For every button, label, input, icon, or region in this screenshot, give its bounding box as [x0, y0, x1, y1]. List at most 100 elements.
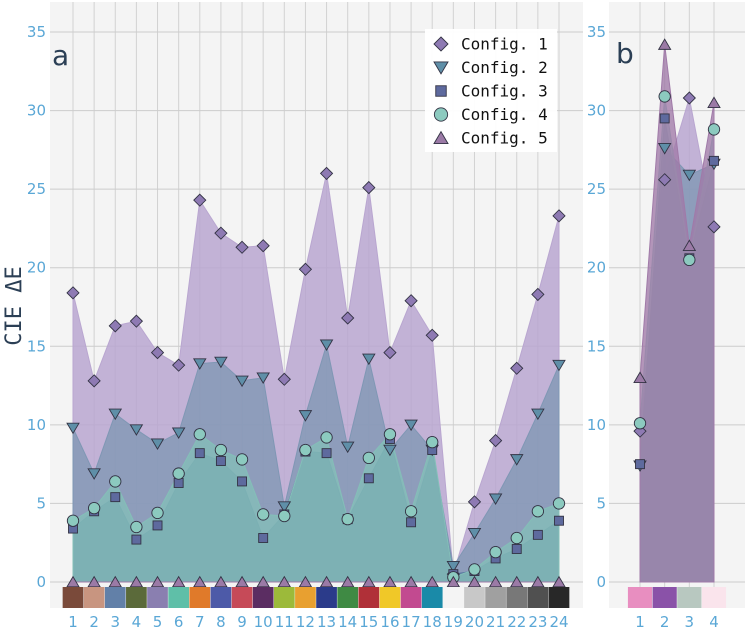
marker-config-2 — [446, 561, 461, 573]
x-tick-label: 1 — [635, 613, 645, 630]
marker-config-5 — [404, 575, 418, 588]
marker-config-2 — [319, 339, 334, 352]
y-tick-label: 5 — [36, 494, 46, 512]
legend-entry-label: Config. 3 — [461, 82, 548, 101]
marker-config-4 — [235, 453, 249, 466]
marker-config-1 — [682, 91, 696, 105]
legend: Config. 1 Config. 2 Config. 3 Config. 4 Conf… — [425, 29, 557, 152]
marker-config-1 — [658, 173, 672, 187]
marker-config-2 — [657, 143, 672, 155]
marker-config-5 — [446, 575, 461, 588]
marker-config-1 — [129, 314, 144, 328]
marker-config-2 — [277, 501, 292, 513]
marker-config-4 — [341, 512, 354, 526]
color-swatch — [400, 587, 422, 608]
marker-config-5 — [319, 575, 334, 588]
y-tick-label: 30 — [587, 102, 606, 120]
legend-entry-label: Config. 5 — [461, 129, 548, 148]
marker-config-5 — [488, 575, 503, 588]
marker-config-4 — [468, 563, 481, 576]
y-tick-label: 20 — [587, 259, 606, 277]
marker-config-2 — [108, 408, 123, 421]
marker-config-3 — [131, 534, 142, 545]
marker-config-2 — [552, 359, 566, 372]
color-swatch — [126, 587, 147, 608]
marker-config-2 — [488, 493, 503, 506]
marker-config-1 — [510, 361, 524, 375]
color-swatch — [273, 587, 295, 608]
marker-config-1 — [425, 328, 439, 342]
marker-config-4 — [510, 531, 523, 545]
legend-entry-label: Config. 2 — [461, 58, 548, 77]
panel-b-label: b — [616, 37, 634, 70]
marker-config-3 — [709, 155, 719, 166]
color-swatch — [168, 587, 190, 608]
y-tick-label: 0 — [596, 573, 606, 591]
color-swatch — [485, 587, 506, 608]
x-tick-label: 7 — [195, 613, 205, 630]
marker-config-1 — [404, 294, 418, 308]
x-tick-label: 4 — [132, 613, 142, 630]
marker-config-3 — [511, 544, 522, 554]
legend-marker — [433, 107, 449, 122]
x-tick-label: 21 — [486, 613, 505, 630]
x-tick-label: 6 — [174, 613, 184, 630]
y-tick-label: 25 — [587, 180, 606, 198]
marker-config-1 — [298, 262, 313, 276]
color-swatch — [627, 587, 653, 608]
color-swatch — [701, 587, 727, 608]
color-swatch — [464, 587, 485, 608]
marker-config-5 — [340, 575, 355, 588]
y-tick-label: 15 — [27, 337, 46, 355]
marker-config-3 — [321, 448, 332, 459]
marker-config-5 — [277, 575, 292, 588]
y-tick-label: 15 — [587, 337, 606, 355]
marker-config-4 — [257, 508, 270, 521]
marker-config-5 — [509, 575, 524, 588]
marker-config-4 — [193, 428, 206, 441]
marker-config-1 — [362, 180, 376, 195]
marker-config-2 — [87, 468, 101, 480]
x-tick-label: 11 — [275, 613, 294, 630]
marker-config-5 — [425, 575, 440, 588]
marker-config-4 — [658, 90, 671, 103]
marker-config-4 — [362, 451, 375, 465]
color-swatch — [189, 587, 211, 608]
marker-config-3 — [194, 448, 205, 459]
x-tick-label: 2 — [89, 613, 99, 630]
marker-config-3 — [215, 456, 226, 466]
marker-config-3 — [635, 459, 645, 470]
marker-config-2 — [256, 372, 270, 385]
legend-marker — [433, 36, 449, 52]
marker-config-4 — [172, 467, 185, 480]
marker-config-4 — [489, 545, 502, 559]
marker-config-4 — [426, 435, 439, 449]
x-tick-label: 13 — [317, 613, 336, 630]
color-swatch — [548, 587, 570, 608]
color-swatch — [677, 587, 702, 608]
marker-config-5 — [552, 575, 566, 588]
color-swatch — [210, 587, 232, 608]
marker-config-1 — [531, 287, 545, 302]
marker-config-1 — [87, 374, 101, 388]
marker-config-2 — [383, 444, 397, 457]
marker-config-5 — [66, 575, 80, 588]
marker-config-4 — [130, 520, 143, 534]
marker-config-2 — [362, 353, 376, 366]
marker-config-5 — [129, 575, 144, 588]
legend-entry-label: Config. 1 — [461, 35, 548, 54]
marker-config-2 — [192, 358, 207, 370]
color-swatch — [358, 587, 380, 608]
marker-config-3 — [173, 478, 184, 488]
y-tick-label: 5 — [596, 494, 606, 512]
y-tick-label: 10 — [27, 416, 46, 434]
marker-config-4 — [707, 123, 721, 136]
y-tick-label: 0 — [36, 573, 46, 591]
marker-config-5 — [298, 575, 313, 588]
color-swatch — [147, 587, 168, 608]
marker-config-1 — [108, 319, 122, 333]
color-swatch — [506, 587, 528, 608]
marker-config-1 — [383, 345, 397, 360]
marker-config-5 — [657, 38, 672, 50]
marker-config-1 — [488, 433, 503, 448]
